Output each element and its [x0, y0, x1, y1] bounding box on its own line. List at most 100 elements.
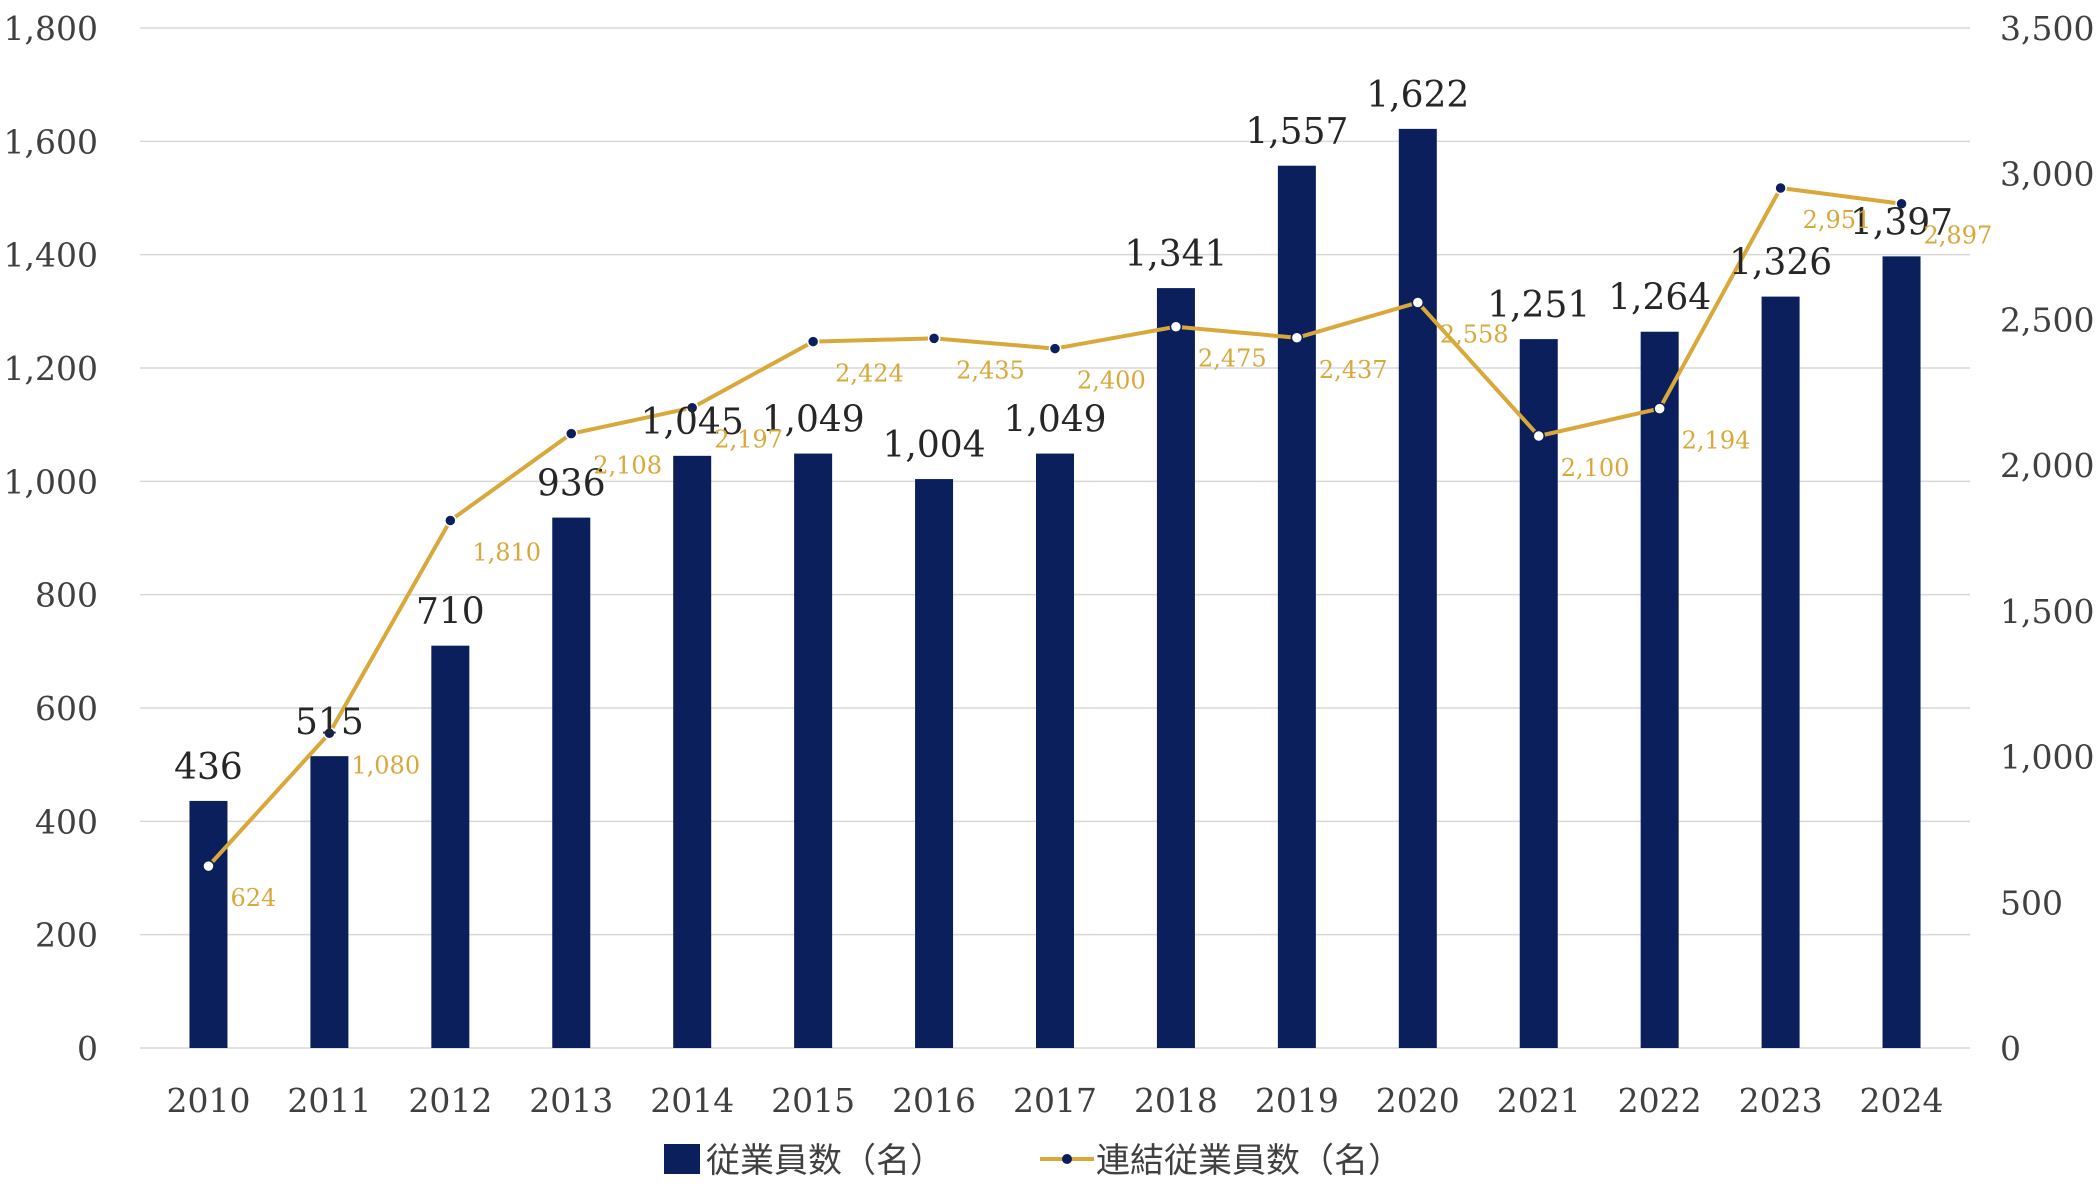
- right-axis-tick-label: 1,500: [2000, 592, 2094, 631]
- left-axis-tick-label: 1,000: [4, 462, 98, 501]
- line-point: [444, 514, 457, 527]
- line-point: [202, 859, 215, 873]
- x-axis-tick-label: 2013: [529, 1081, 613, 1120]
- bar: [189, 800, 228, 1048]
- line-point: [1048, 342, 1062, 355]
- legend-bar-swatch: [664, 1144, 700, 1174]
- bar: [1761, 296, 1800, 1049]
- bar-data-label: 1,326: [1729, 243, 1832, 284]
- bar: [915, 479, 954, 1049]
- bar: [1398, 128, 1437, 1048]
- line-point: [927, 332, 941, 345]
- bar: [1277, 165, 1316, 1048]
- line-point: [1895, 197, 1908, 210]
- line-data-label: 2,400: [1077, 367, 1146, 395]
- line-point: [565, 427, 578, 440]
- x-axis-tick-label: 2018: [1134, 1081, 1218, 1120]
- x-axis-tick-label: 2023: [1739, 1081, 1823, 1120]
- line-data-label: 2,197: [714, 426, 783, 454]
- right-axis-tick-label: 3,500: [2000, 9, 2094, 48]
- x-axis-tick-label: 2012: [408, 1081, 492, 1120]
- line-data-labels: 624 1,080 1,810 2,108 2,197 2,424 2,435 2,400 2,…: [230, 206, 1992, 912]
- line-data-label: 2,558: [1440, 321, 1509, 349]
- line-data-label: 2,951: [1803, 206, 1872, 234]
- line-point: [685, 401, 699, 414]
- line-data-label: 2,100: [1561, 454, 1630, 482]
- right-axis-tick-label: 2,500: [2000, 300, 2094, 339]
- right-axis-tick-label: 2,000: [2000, 446, 2094, 485]
- bar-data-label: 1,049: [762, 400, 865, 441]
- line-point: [1411, 296, 1425, 309]
- bar: [1519, 339, 1558, 1049]
- x-axis-tick-label: 2014: [650, 1081, 734, 1120]
- bar-data-labels: 436 515 710 936 1,045 1,049 1,004 1,049 1,341 1,5…: [174, 75, 1953, 788]
- bar-data-label: 1,622: [1366, 75, 1469, 116]
- right-axis-tick-label: 3,000: [2000, 155, 2094, 194]
- bar: [1640, 331, 1679, 1048]
- line-data-label: 1,810: [472, 539, 541, 567]
- left-axis-tick-label: 800: [35, 576, 98, 615]
- x-axis-tick-label: 2016: [892, 1081, 976, 1120]
- bar: [431, 645, 470, 1048]
- bar-data-label: 1,341: [1124, 234, 1227, 275]
- x-axis-tick-label: 2022: [1618, 1081, 1702, 1120]
- right-y-axis: 0 500 1,000 1,500 2,000 2,500 3,000 3,500: [2000, 9, 2094, 1068]
- line-data-label: 2,194: [1682, 427, 1751, 455]
- x-axis-tick-label: 2010: [166, 1081, 250, 1120]
- line-point: [806, 335, 820, 348]
- bar-data-label: 936: [537, 464, 606, 505]
- line-data-label: 2,437: [1319, 356, 1388, 384]
- bar: [552, 517, 591, 1048]
- line-point: [323, 727, 336, 740]
- x-axis-tick-label: 2011: [287, 1081, 371, 1120]
- x-axis-tick-label: 2019: [1255, 1081, 1339, 1120]
- line-point: [1169, 320, 1183, 333]
- bar-data-label: 1,251: [1487, 285, 1590, 326]
- x-axis-tick-label: 2020: [1376, 1081, 1460, 1120]
- bar-data-label: 1,004: [883, 425, 986, 466]
- right-axis-tick-label: 0: [2000, 1029, 2021, 1068]
- bar: [1156, 288, 1195, 1049]
- bar-data-label: 1,397: [1850, 202, 1953, 243]
- line-series: [202, 181, 1908, 873]
- bar: [794, 453, 833, 1049]
- line-data-label: 624: [230, 884, 276, 912]
- bar-data-label: 1,557: [1245, 112, 1348, 153]
- line-point: [1653, 402, 1666, 415]
- bar-data-label: 515: [295, 702, 364, 743]
- legend-line-label: 連結従業員数（名）: [1096, 1141, 1402, 1181]
- left-axis-tick-label: 600: [35, 689, 98, 728]
- line-point: [1290, 331, 1304, 345]
- bar-data-label: 1,045: [641, 402, 744, 443]
- left-axis-tick-label: 200: [35, 916, 98, 955]
- left-axis-tick-label: 1,400: [4, 236, 98, 275]
- legend: 従業員数（名） 連結従業員数（名）: [664, 1141, 1402, 1181]
- left-axis-tick-label: 400: [35, 802, 98, 841]
- line-data-label: 2,475: [1198, 345, 1267, 373]
- right-axis-tick-label: 1,000: [2000, 738, 2094, 777]
- left-y-axis: 0 200 400 600 800 1,000 1,200 1,400 1,600 1,800: [4, 9, 98, 1068]
- bar-series: [189, 128, 1921, 1049]
- line-data-label: 2,424: [835, 360, 904, 388]
- x-axis-tick-label: 2021: [1497, 1081, 1581, 1120]
- line-point: [1532, 429, 1545, 443]
- bar-data-label: 710: [416, 592, 485, 633]
- x-axis-tick-label: 2015: [771, 1081, 855, 1120]
- line-point: [1774, 181, 1787, 195]
- legend-bar-label: 従業員数（名）: [706, 1141, 944, 1181]
- legend-line-marker: [1062, 1154, 1072, 1164]
- x-axis-tick-label: 2017: [1013, 1081, 1097, 1120]
- bar: [673, 455, 712, 1048]
- bar-data-label: 436: [174, 747, 243, 788]
- left-axis-tick-label: 1,200: [4, 349, 98, 388]
- line-data-label: 1,080: [351, 751, 420, 779]
- bar: [1036, 453, 1074, 1049]
- left-axis-tick-label: 1,800: [4, 9, 98, 48]
- line-data-label: 2,435: [956, 356, 1025, 384]
- bar-data-label: 1,264: [1608, 278, 1711, 319]
- bar: [310, 756, 349, 1048]
- left-axis-tick-label: 0: [77, 1029, 98, 1068]
- x-axis-tick-label: 2024: [1860, 1081, 1944, 1120]
